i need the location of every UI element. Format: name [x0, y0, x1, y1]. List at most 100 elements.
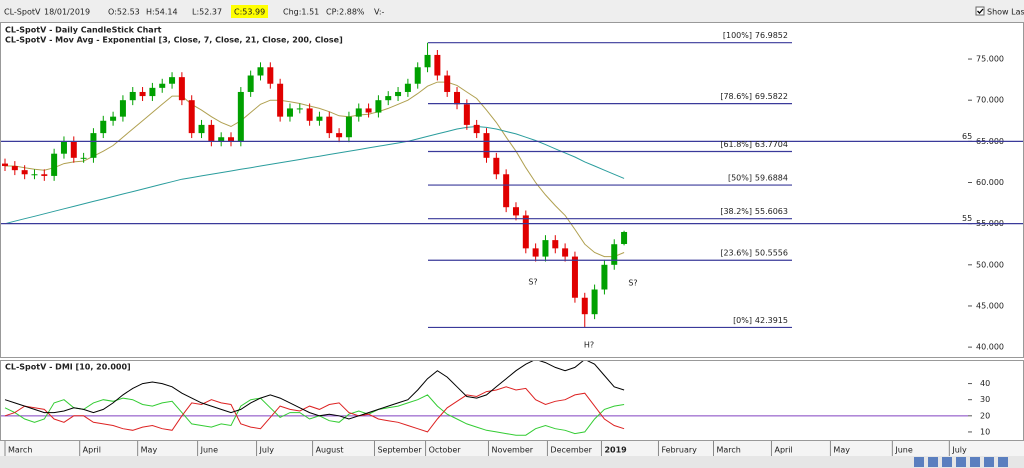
candle-body	[552, 240, 559, 249]
volume: V:-	[374, 8, 385, 17]
x-tick-label: March	[716, 446, 740, 455]
candle-body	[395, 91, 402, 97]
high: H:54.14	[146, 8, 178, 17]
candle-body	[51, 153, 58, 176]
x-tick-label: June	[200, 446, 219, 455]
candle-body	[139, 91, 146, 97]
x-tick-label: February	[661, 446, 697, 455]
fib-pct: [38.2%]	[720, 207, 752, 216]
candle-body	[316, 116, 323, 121]
price-plot	[2, 42, 628, 328]
candle-body	[601, 264, 608, 290]
candle-body	[90, 133, 97, 158]
candle-body	[414, 67, 421, 84]
checkmark	[977, 8, 984, 14]
nav-button[interactable]	[956, 457, 966, 467]
fib-value: 55.6063	[755, 207, 788, 216]
candle-body	[149, 87, 156, 97]
candle-body	[522, 215, 529, 249]
nav-button[interactable]	[914, 457, 924, 467]
annotation: S?	[528, 278, 537, 287]
candle-body	[257, 67, 264, 76]
fib-value: 42.3915	[755, 316, 788, 325]
fib-pct: [100%]	[723, 31, 752, 40]
y-tick-label: 60.000	[976, 178, 1004, 187]
show-last-checkbox[interactable]	[975, 6, 985, 16]
candle-body	[31, 174, 38, 176]
dmi-line	[4, 361, 625, 420]
x-tick-label: May	[141, 446, 158, 455]
candle-body	[512, 207, 519, 216]
horizontal-line-label: 55	[962, 214, 972, 223]
x-tick-label: March	[8, 446, 32, 455]
candle-body	[208, 124, 215, 142]
y-tick-label: 40	[980, 379, 990, 388]
candle-body	[159, 83, 166, 88]
candle-body	[365, 108, 372, 113]
candle-body	[129, 91, 136, 101]
price-panel	[0, 22, 1024, 358]
close-highlight	[231, 5, 268, 18]
candle-body	[178, 77, 185, 101]
dmi-title: CL-SpotV - DMI [10, 20.000]	[5, 363, 131, 372]
candle-body	[110, 116, 117, 121]
candle-body	[336, 133, 343, 138]
nav-button[interactable]	[942, 457, 952, 467]
nav-button[interactable]	[984, 457, 994, 467]
candle-body	[60, 141, 67, 154]
candle-body	[454, 91, 461, 105]
nav-button[interactable]	[970, 457, 980, 467]
y-tick-label: 20	[980, 411, 990, 420]
chart-subtitle: CL-SpotV - Mov Avg - Exponential [3, Clo…	[5, 36, 343, 45]
horizontal-line-label: 65	[962, 132, 972, 141]
candle-body	[591, 289, 598, 315]
dmi-plot	[1, 361, 968, 436]
x-tick-label: June	[894, 446, 913, 455]
candle-body	[70, 141, 77, 158]
candle-body	[434, 54, 441, 76]
candle-body	[169, 77, 176, 84]
candle-body	[41, 174, 48, 176]
fib-pct: [0%]	[733, 316, 752, 325]
nav-button[interactable]	[928, 457, 938, 467]
candle-body	[532, 248, 539, 257]
candle-body	[375, 100, 382, 113]
dmi-line	[4, 386, 625, 433]
x-tick-label: November	[491, 446, 533, 455]
show-last[interactable]: Show Last	[987, 8, 1024, 17]
candle-body	[483, 133, 490, 158]
fib-value: 69.5822	[755, 92, 788, 101]
candle-body	[355, 108, 362, 117]
candle-body	[306, 108, 313, 121]
candle-body	[228, 137, 235, 142]
fib-pct: [50%]	[728, 174, 752, 183]
moving-average	[4, 125, 625, 225]
candle-body	[326, 116, 333, 134]
y-tick-label: 30	[980, 395, 990, 404]
change: Chg:1.51	[283, 8, 319, 17]
candle-body	[562, 248, 569, 257]
fib-pct: [23.6%]	[720, 249, 752, 258]
candle-body	[542, 240, 549, 257]
nav-button[interactable]	[998, 457, 1008, 467]
x-tick-label: July	[259, 446, 275, 455]
candle-body	[493, 157, 500, 175]
candle-body	[385, 96, 392, 101]
fib-value: 63.7704	[755, 140, 788, 149]
fib-pct: [61.8%]	[720, 140, 752, 149]
scrollbar[interactable]	[0, 456, 1024, 468]
open: O:52.53	[108, 8, 140, 17]
candle-body	[11, 166, 18, 171]
candle-body	[571, 256, 578, 298]
y-tick-label: 40.000	[976, 343, 1004, 352]
time-axis	[0, 441, 1024, 456]
annotation: H?	[584, 341, 594, 350]
fib-value: 59.6884	[755, 174, 788, 183]
y-tick-label: 10	[980, 427, 990, 436]
candle-body	[404, 83, 411, 92]
candle-body	[621, 231, 628, 244]
candle-body	[286, 108, 293, 117]
candle-body	[237, 91, 244, 142]
x-tick-label: April	[83, 446, 101, 455]
